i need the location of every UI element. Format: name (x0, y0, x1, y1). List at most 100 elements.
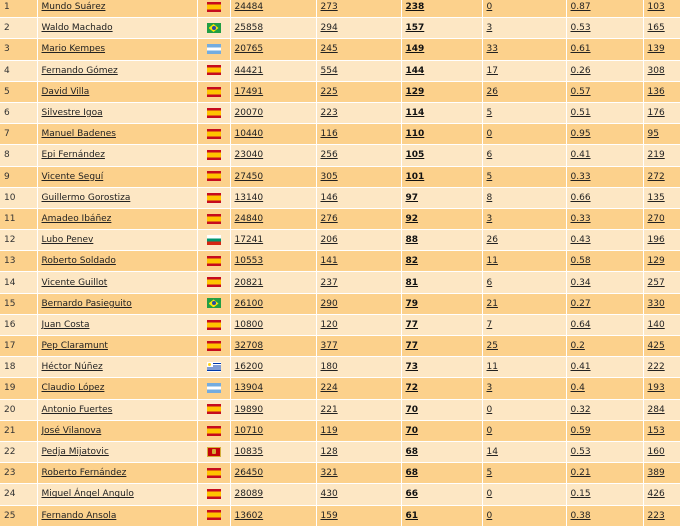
stat-b-link[interactable]: 146 (320, 192, 338, 203)
stat-d-link[interactable]: 129 (647, 256, 665, 267)
player-name-link[interactable]: Epi Fernández (41, 150, 105, 161)
player-name-link[interactable]: Waldo Machado (41, 23, 113, 34)
player-name-link[interactable]: Pep Claramunt (41, 341, 108, 352)
stat-b-link[interactable]: 119 (320, 425, 338, 436)
stat-c-link[interactable]: 6 (486, 150, 493, 161)
stat-b-link[interactable]: 141 (320, 256, 338, 267)
stat-a-link[interactable]: 32708 (234, 341, 264, 352)
stat-a-link[interactable]: 25858 (234, 23, 264, 34)
stat-d-link[interactable]: 176 (647, 108, 665, 119)
stat-c-link[interactable]: 3 (486, 213, 493, 224)
stat-a-link[interactable]: 24840 (234, 213, 264, 224)
stat-a-link[interactable]: 10710 (234, 425, 264, 436)
stat-b-link[interactable]: 305 (320, 171, 338, 182)
stat-c-link[interactable]: 5 (486, 468, 493, 479)
player-name-link[interactable]: Vicente Guillot (41, 277, 108, 288)
stat-a-link[interactable]: 24484 (234, 2, 264, 13)
goals-link[interactable]: 82 (405, 256, 419, 267)
ratio-link[interactable]: 0.33 (570, 171, 591, 182)
stat-c-link[interactable]: 25 (486, 341, 498, 352)
player-name-link[interactable]: Vicente Seguí (41, 171, 104, 182)
stat-b-link[interactable]: 256 (320, 150, 338, 161)
stat-d-link[interactable]: 426 (647, 489, 665, 500)
player-name-link[interactable]: Fernando Ansola (41, 510, 117, 521)
player-name-link[interactable]: Mundo Suárez (41, 2, 106, 13)
stat-d-link[interactable]: 222 (647, 362, 665, 373)
stat-a-link[interactable]: 16200 (234, 362, 264, 373)
goals-link[interactable]: 81 (405, 277, 419, 288)
player-name-link[interactable]: Amadeo Ibáñez (41, 213, 112, 224)
stat-b-link[interactable]: 120 (320, 319, 338, 330)
goals-link[interactable]: 68 (405, 468, 419, 479)
player-name-link[interactable]: Roberto Soldado (41, 256, 116, 267)
stat-b-link[interactable]: 273 (320, 2, 338, 13)
goals-link[interactable]: 88 (405, 235, 419, 246)
goals-link[interactable]: 77 (405, 341, 419, 352)
stat-d-link[interactable]: 389 (647, 468, 665, 479)
goals-link[interactable]: 110 (405, 129, 425, 140)
stat-b-link[interactable]: 206 (320, 235, 338, 246)
ratio-link[interactable]: 0.95 (570, 129, 591, 140)
ratio-link[interactable]: 0.64 (570, 319, 591, 330)
stat-d-link[interactable]: 272 (647, 171, 665, 182)
ratio-link[interactable]: 0.33 (570, 213, 591, 224)
ratio-link[interactable]: 0.57 (570, 86, 591, 97)
player-name-link[interactable]: Manuel Badenes (41, 129, 116, 140)
ratio-link[interactable]: 0.38 (570, 510, 591, 521)
player-name-link[interactable]: Héctor Núñez (41, 362, 103, 373)
player-name-link[interactable]: Roberto Fernández (41, 468, 127, 479)
stat-b-link[interactable]: 237 (320, 277, 338, 288)
stat-c-link[interactable]: 26 (486, 86, 498, 97)
stat-d-link[interactable]: 165 (647, 23, 665, 34)
ratio-link[interactable]: 0.27 (570, 298, 591, 309)
stat-d-link[interactable]: 270 (647, 213, 665, 224)
stat-b-link[interactable]: 377 (320, 341, 338, 352)
player-name-link[interactable]: Bernardo Pasieguito (41, 298, 132, 309)
goals-link[interactable]: 72 (405, 383, 419, 394)
ratio-link[interactable]: 0.32 (570, 404, 591, 415)
stat-c-link[interactable]: 0 (486, 2, 493, 13)
stat-b-link[interactable]: 321 (320, 468, 338, 479)
stat-c-link[interactable]: 11 (486, 362, 498, 373)
player-name-link[interactable]: Silvestre Igoa (41, 108, 103, 119)
stat-c-link[interactable]: 3 (486, 23, 493, 34)
stat-a-link[interactable]: 23040 (234, 150, 264, 161)
stat-d-link[interactable]: 103 (647, 2, 665, 13)
stat-d-link[interactable]: 284 (647, 404, 665, 415)
ratio-link[interactable]: 0.87 (570, 2, 591, 13)
goals-link[interactable]: 70 (405, 404, 419, 415)
ratio-link[interactable]: 0.53 (570, 447, 591, 458)
stat-c-link[interactable]: 5 (486, 171, 493, 182)
stat-a-link[interactable]: 13602 (234, 510, 264, 521)
stat-b-link[interactable]: 116 (320, 129, 338, 140)
stat-a-link[interactable]: 10440 (234, 129, 264, 140)
stat-a-link[interactable]: 13140 (234, 192, 264, 203)
stat-c-link[interactable]: 0 (486, 129, 493, 140)
goals-link[interactable]: 238 (405, 2, 425, 13)
goals-link[interactable]: 73 (405, 362, 419, 373)
stat-c-link[interactable]: 0 (486, 425, 493, 436)
goals-link[interactable]: 79 (405, 298, 419, 309)
player-name-link[interactable]: José Vilanova (41, 425, 102, 436)
player-name-link[interactable]: David Villa (41, 86, 90, 97)
stat-b-link[interactable]: 221 (320, 404, 338, 415)
ratio-link[interactable]: 0.2 (570, 341, 585, 352)
goals-link[interactable]: 92 (405, 213, 419, 224)
ratio-link[interactable]: 0.53 (570, 23, 591, 34)
stat-d-link[interactable]: 223 (647, 510, 665, 521)
stat-b-link[interactable]: 430 (320, 489, 338, 500)
goals-link[interactable]: 101 (405, 171, 425, 182)
stat-d-link[interactable]: 153 (647, 425, 665, 436)
ratio-link[interactable]: 0.4 (570, 383, 585, 394)
stat-c-link[interactable]: 17 (486, 65, 498, 76)
stat-a-link[interactable]: 10553 (234, 256, 264, 267)
ratio-link[interactable]: 0.58 (570, 256, 591, 267)
stat-d-link[interactable]: 219 (647, 150, 665, 161)
stat-b-link[interactable]: 225 (320, 86, 338, 97)
player-name-link[interactable]: Antonio Fuertes (41, 404, 113, 415)
stat-d-link[interactable]: 308 (647, 65, 665, 76)
stat-b-link[interactable]: 180 (320, 362, 338, 373)
stat-c-link[interactable]: 3 (486, 383, 493, 394)
stat-b-link[interactable]: 224 (320, 383, 338, 394)
stat-a-link[interactable]: 27450 (234, 171, 264, 182)
